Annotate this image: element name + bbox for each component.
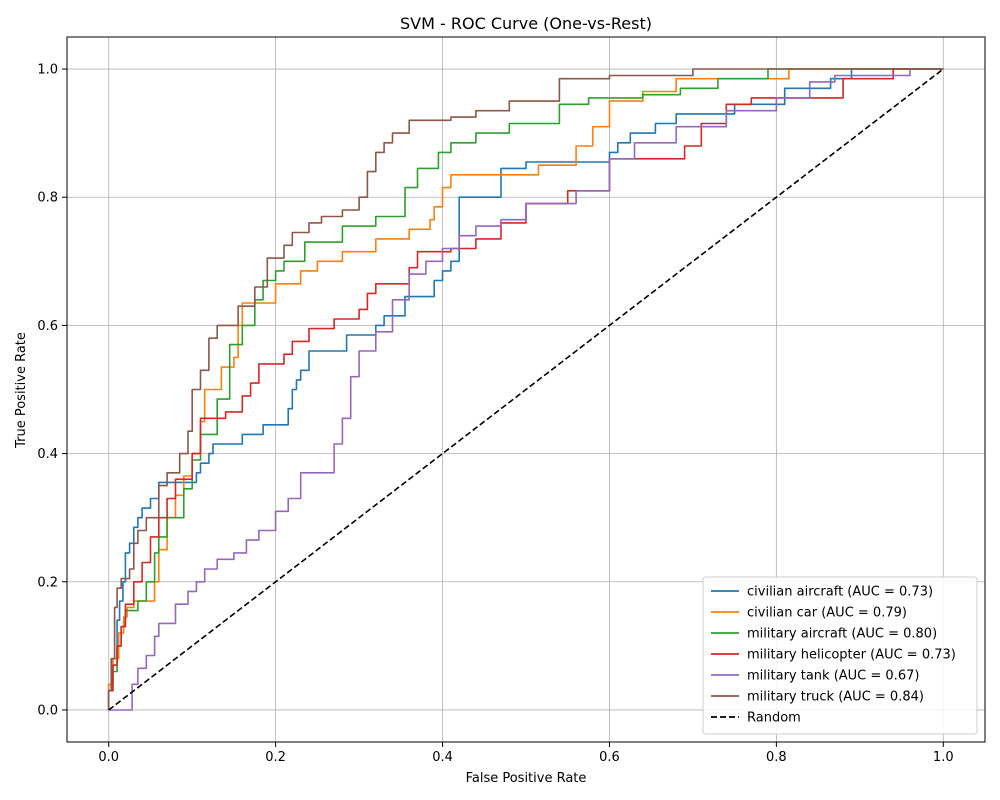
y-axis-label: True Positive Rate bbox=[14, 332, 29, 449]
x-tick-label: 0.8 bbox=[766, 750, 787, 765]
x-tick-label: 0.6 bbox=[599, 750, 620, 765]
series-line-5 bbox=[107, 68, 944, 710]
y-tick-label: 0.2 bbox=[37, 575, 58, 590]
series-layer bbox=[107, 68, 944, 711]
legend-label: Random bbox=[747, 711, 801, 726]
series-line-6 bbox=[108, 68, 944, 711]
series-line-1 bbox=[107, 68, 944, 710]
legend-label: military aircraft (AUC = 0.80) bbox=[747, 627, 937, 642]
legend-label: civilian car (AUC = 0.79) bbox=[747, 606, 907, 621]
legend-label: civilian aircraft (AUC = 0.73) bbox=[747, 585, 933, 600]
chart-title: SVM - ROC Curve (One-vs-Rest) bbox=[400, 14, 652, 33]
legend-label: military tank (AUC = 0.67) bbox=[747, 669, 919, 684]
legend: civilian aircraft (AUC = 0.73) civilian c… bbox=[702, 576, 978, 735]
x-tick-label: 1.0 bbox=[933, 750, 954, 765]
legend-box bbox=[702, 576, 978, 735]
x-tick-label: 0.2 bbox=[265, 750, 286, 765]
series-line-0 bbox=[107, 68, 944, 710]
y-tick-label: 0.6 bbox=[37, 319, 58, 334]
y-tick-label: 0.8 bbox=[37, 191, 58, 206]
x-axis-label: False Positive Rate bbox=[466, 771, 587, 786]
series-line-2 bbox=[107, 68, 944, 710]
x-tick-label: 0.4 bbox=[432, 750, 453, 765]
legend-label: military truck (AUC = 0.84) bbox=[747, 690, 924, 705]
grid bbox=[67, 37, 985, 742]
y-tick-label: 0.0 bbox=[37, 703, 58, 718]
series-line-4 bbox=[108, 68, 944, 711]
ticks: 0.0 0.2 0.4 0.6 0.8 1.0 0.0 0.2 0.4 0.6 0.8 1.0 bbox=[37, 63, 953, 765]
plot-frame bbox=[66, 36, 986, 743]
y-tick-label: 1.0 bbox=[37, 63, 58, 78]
y-tick-label: 0.4 bbox=[37, 447, 58, 462]
x-tick-label: 0.0 bbox=[98, 750, 119, 765]
legend-label: military helicopter (AUC = 0.73) bbox=[747, 648, 956, 663]
